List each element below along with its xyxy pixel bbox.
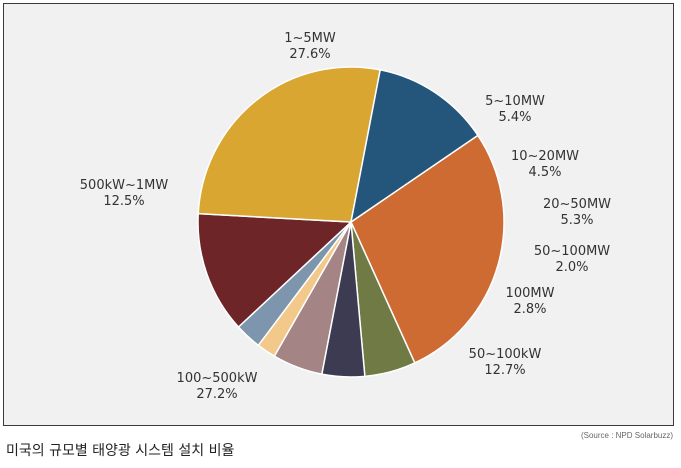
label-slice-6-name: 50~100kW bbox=[468, 347, 542, 362]
pie-slice-7 bbox=[197, 66, 381, 223]
label-slice-4-name: 50~100MW bbox=[533, 244, 611, 259]
label-slice-5-name: 100MW bbox=[505, 286, 555, 301]
source-note: (Source : NPD Solarbuzz) bbox=[580, 431, 673, 440]
label-slice-8: 500kW~1MW 12.5% bbox=[80, 178, 168, 210]
label-slice-3-value: 5.3% bbox=[560, 213, 594, 228]
label-slice-8-value: 12.5% bbox=[103, 194, 145, 209]
label-slice-7-value: 27.2% bbox=[196, 387, 238, 402]
figure-caption: 미국의 규모별 태양광 시스템 설치 비율 bbox=[6, 443, 235, 459]
chart-frame: 1~5MW 27.6% 5~10MW 5.4% 10~20MW 4.5% 20~… bbox=[3, 3, 674, 426]
label-slice-4-value: 2.0% bbox=[555, 260, 589, 275]
label-slice-3: 20~50MW 5.3% bbox=[543, 197, 611, 229]
label-slice-4: 50~100MW 2.0% bbox=[534, 244, 610, 276]
label-slice-2: 10~20MW 4.5% bbox=[511, 149, 579, 181]
label-slice-8-name: 500kW~1MW bbox=[79, 178, 169, 193]
label-slice-7-name: 100~500kW bbox=[176, 371, 258, 386]
label-slice-0-name: 1~5MW bbox=[284, 31, 336, 46]
pie-slice-6 bbox=[197, 212, 352, 328]
label-slice-6: 50~100kW 12.7% bbox=[469, 347, 542, 379]
label-slice-5-value: 2.8% bbox=[513, 302, 547, 317]
label-slice-3-name: 20~50MW bbox=[542, 197, 612, 212]
label-slice-0: 1~5MW 27.6% bbox=[284, 31, 336, 63]
label-slice-5: 100MW 2.8% bbox=[506, 286, 555, 318]
label-slice-1-value: 5.4% bbox=[498, 110, 532, 125]
pie-slice-8 bbox=[350, 69, 479, 223]
label-slice-7: 100~500kW 27.2% bbox=[177, 371, 258, 403]
pie-chart bbox=[197, 66, 505, 378]
label-slice-2-value: 4.5% bbox=[528, 165, 562, 180]
label-slice-1-name: 5~10MW bbox=[485, 94, 545, 109]
label-slice-0-value: 27.6% bbox=[289, 47, 331, 62]
label-slice-2-name: 10~20MW bbox=[510, 149, 580, 164]
label-slice-6-value: 12.7% bbox=[484, 363, 526, 378]
label-slice-1: 5~10MW 5.4% bbox=[485, 94, 545, 126]
